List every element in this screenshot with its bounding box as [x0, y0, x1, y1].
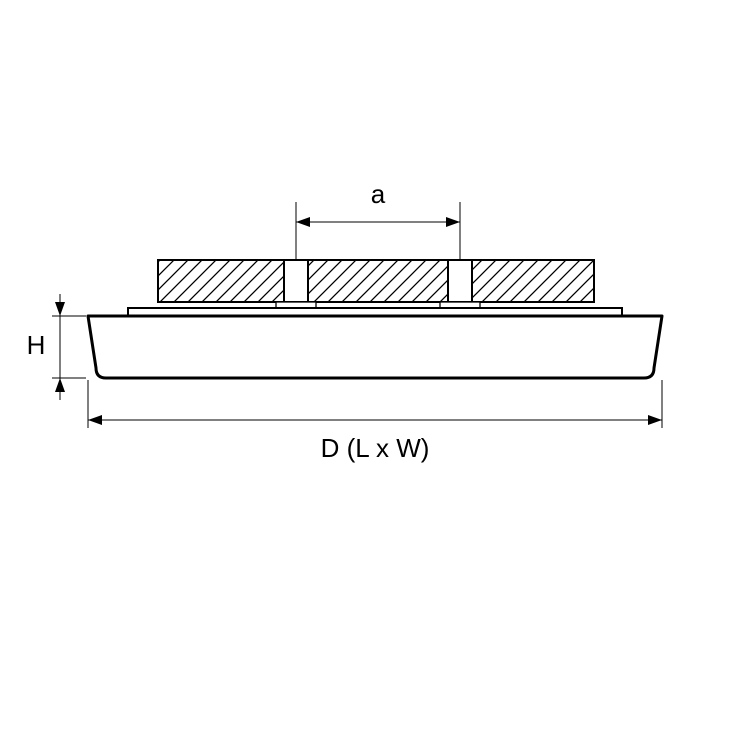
- ceiling-section: [158, 260, 284, 302]
- technical-drawing-section: a D (L x W) H: [0, 0, 750, 750]
- ceiling-section: [472, 260, 594, 302]
- dim-label-h: H: [27, 330, 46, 360]
- fixture-body-outline: [88, 316, 662, 378]
- ceiling-section: [308, 260, 448, 302]
- dim-label-a: a: [371, 179, 386, 209]
- dim-label-d: D (L x W): [321, 433, 430, 463]
